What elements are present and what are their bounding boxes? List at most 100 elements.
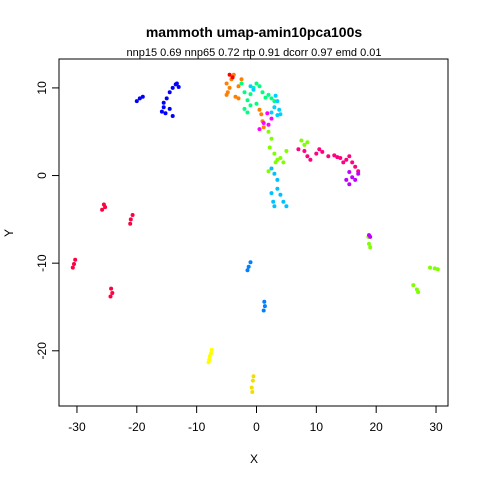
y-axis-label: Y [2, 229, 16, 237]
data-point [250, 390, 255, 394]
x-tick-label: -30 [68, 420, 86, 434]
data-point [248, 84, 253, 89]
x-tick-label: -20 [128, 420, 146, 434]
data-point [305, 154, 310, 159]
data-point [267, 145, 272, 150]
data-point [207, 357, 212, 362]
data-points [70, 72, 440, 394]
data-point [347, 182, 352, 187]
data-point [344, 157, 349, 162]
data-point [259, 112, 264, 117]
data-point [269, 96, 274, 101]
data-point [251, 87, 256, 92]
data-point [108, 294, 113, 299]
data-point [272, 171, 277, 176]
data-point [262, 304, 267, 309]
data-point [344, 177, 349, 182]
data-point [273, 160, 278, 165]
data-point [227, 85, 232, 90]
data-point [353, 177, 358, 182]
data-point [416, 290, 421, 295]
data-point [242, 90, 247, 95]
data-point [338, 156, 343, 160]
y-axis: 10 0 -10 -20 [35, 81, 60, 360]
data-point [248, 103, 253, 108]
data-point [261, 121, 266, 125]
data-point [248, 260, 253, 265]
data-point [353, 164, 358, 169]
data-point [278, 192, 283, 197]
data-point [167, 90, 172, 95]
data-point [163, 111, 168, 116]
data-point [266, 129, 271, 134]
data-point [432, 266, 437, 271]
data-point [248, 92, 253, 97]
data-point [164, 96, 169, 101]
data-point [109, 286, 114, 291]
data-point [314, 151, 319, 156]
data-point [350, 175, 355, 180]
data-point [356, 171, 361, 176]
data-point [161, 105, 166, 110]
data-point [73, 257, 78, 262]
data-point [266, 92, 271, 97]
data-point [326, 154, 331, 159]
data-point [284, 204, 289, 209]
data-point [170, 85, 175, 90]
data-point [224, 92, 229, 97]
data-point [411, 283, 416, 288]
data-point [269, 116, 274, 121]
data-point [170, 114, 175, 118]
data-point [245, 268, 250, 273]
data-point [261, 125, 266, 130]
data-point [332, 153, 337, 158]
data-point [254, 81, 259, 86]
data-point [257, 84, 262, 89]
data-point [110, 291, 115, 295]
data-point [236, 96, 241, 101]
data-point [269, 110, 274, 115]
data-point [273, 93, 278, 98]
data-point [254, 101, 259, 106]
x-tick-label: 0 [253, 420, 260, 434]
data-point [350, 160, 355, 165]
data-point [72, 262, 76, 266]
data-point [233, 94, 238, 99]
data-point [335, 155, 340, 160]
x-tick-label: -10 [188, 420, 206, 434]
data-point [249, 385, 254, 390]
y-tick-label: 0 [35, 172, 49, 179]
data-point [277, 107, 282, 112]
data-point [435, 267, 440, 272]
data-point [100, 207, 105, 212]
y-tick-label: 10 [35, 81, 49, 95]
data-point [296, 147, 301, 152]
data-point [159, 109, 164, 114]
data-point [272, 204, 277, 209]
data-point [281, 199, 286, 204]
data-point [209, 347, 214, 352]
data-point [242, 106, 247, 111]
data-point [130, 213, 135, 217]
data-point [278, 156, 283, 160]
chart-title: mammoth umap-amin10pca100s [146, 24, 363, 40]
x-tick-label: 30 [429, 420, 443, 434]
data-point [302, 142, 307, 147]
data-point [245, 98, 250, 103]
data-point [272, 105, 277, 110]
data-point [239, 81, 244, 86]
data-point [239, 77, 244, 82]
data-point [236, 84, 241, 89]
data-point [272, 99, 277, 104]
data-point [257, 107, 262, 112]
y-tick-label: -20 [35, 342, 49, 360]
data-point [275, 186, 280, 191]
chart-subtitle: nnp15 0.69 nnp65 0.72 rtp 0.91 dcorr 0.9… [126, 47, 381, 59]
data-point [263, 95, 268, 100]
data-point [347, 154, 352, 159]
data-point [161, 100, 166, 105]
data-point [367, 241, 371, 246]
data-point [272, 151, 277, 156]
data-point [269, 166, 274, 171]
y-tick-label: -10 [35, 254, 49, 272]
